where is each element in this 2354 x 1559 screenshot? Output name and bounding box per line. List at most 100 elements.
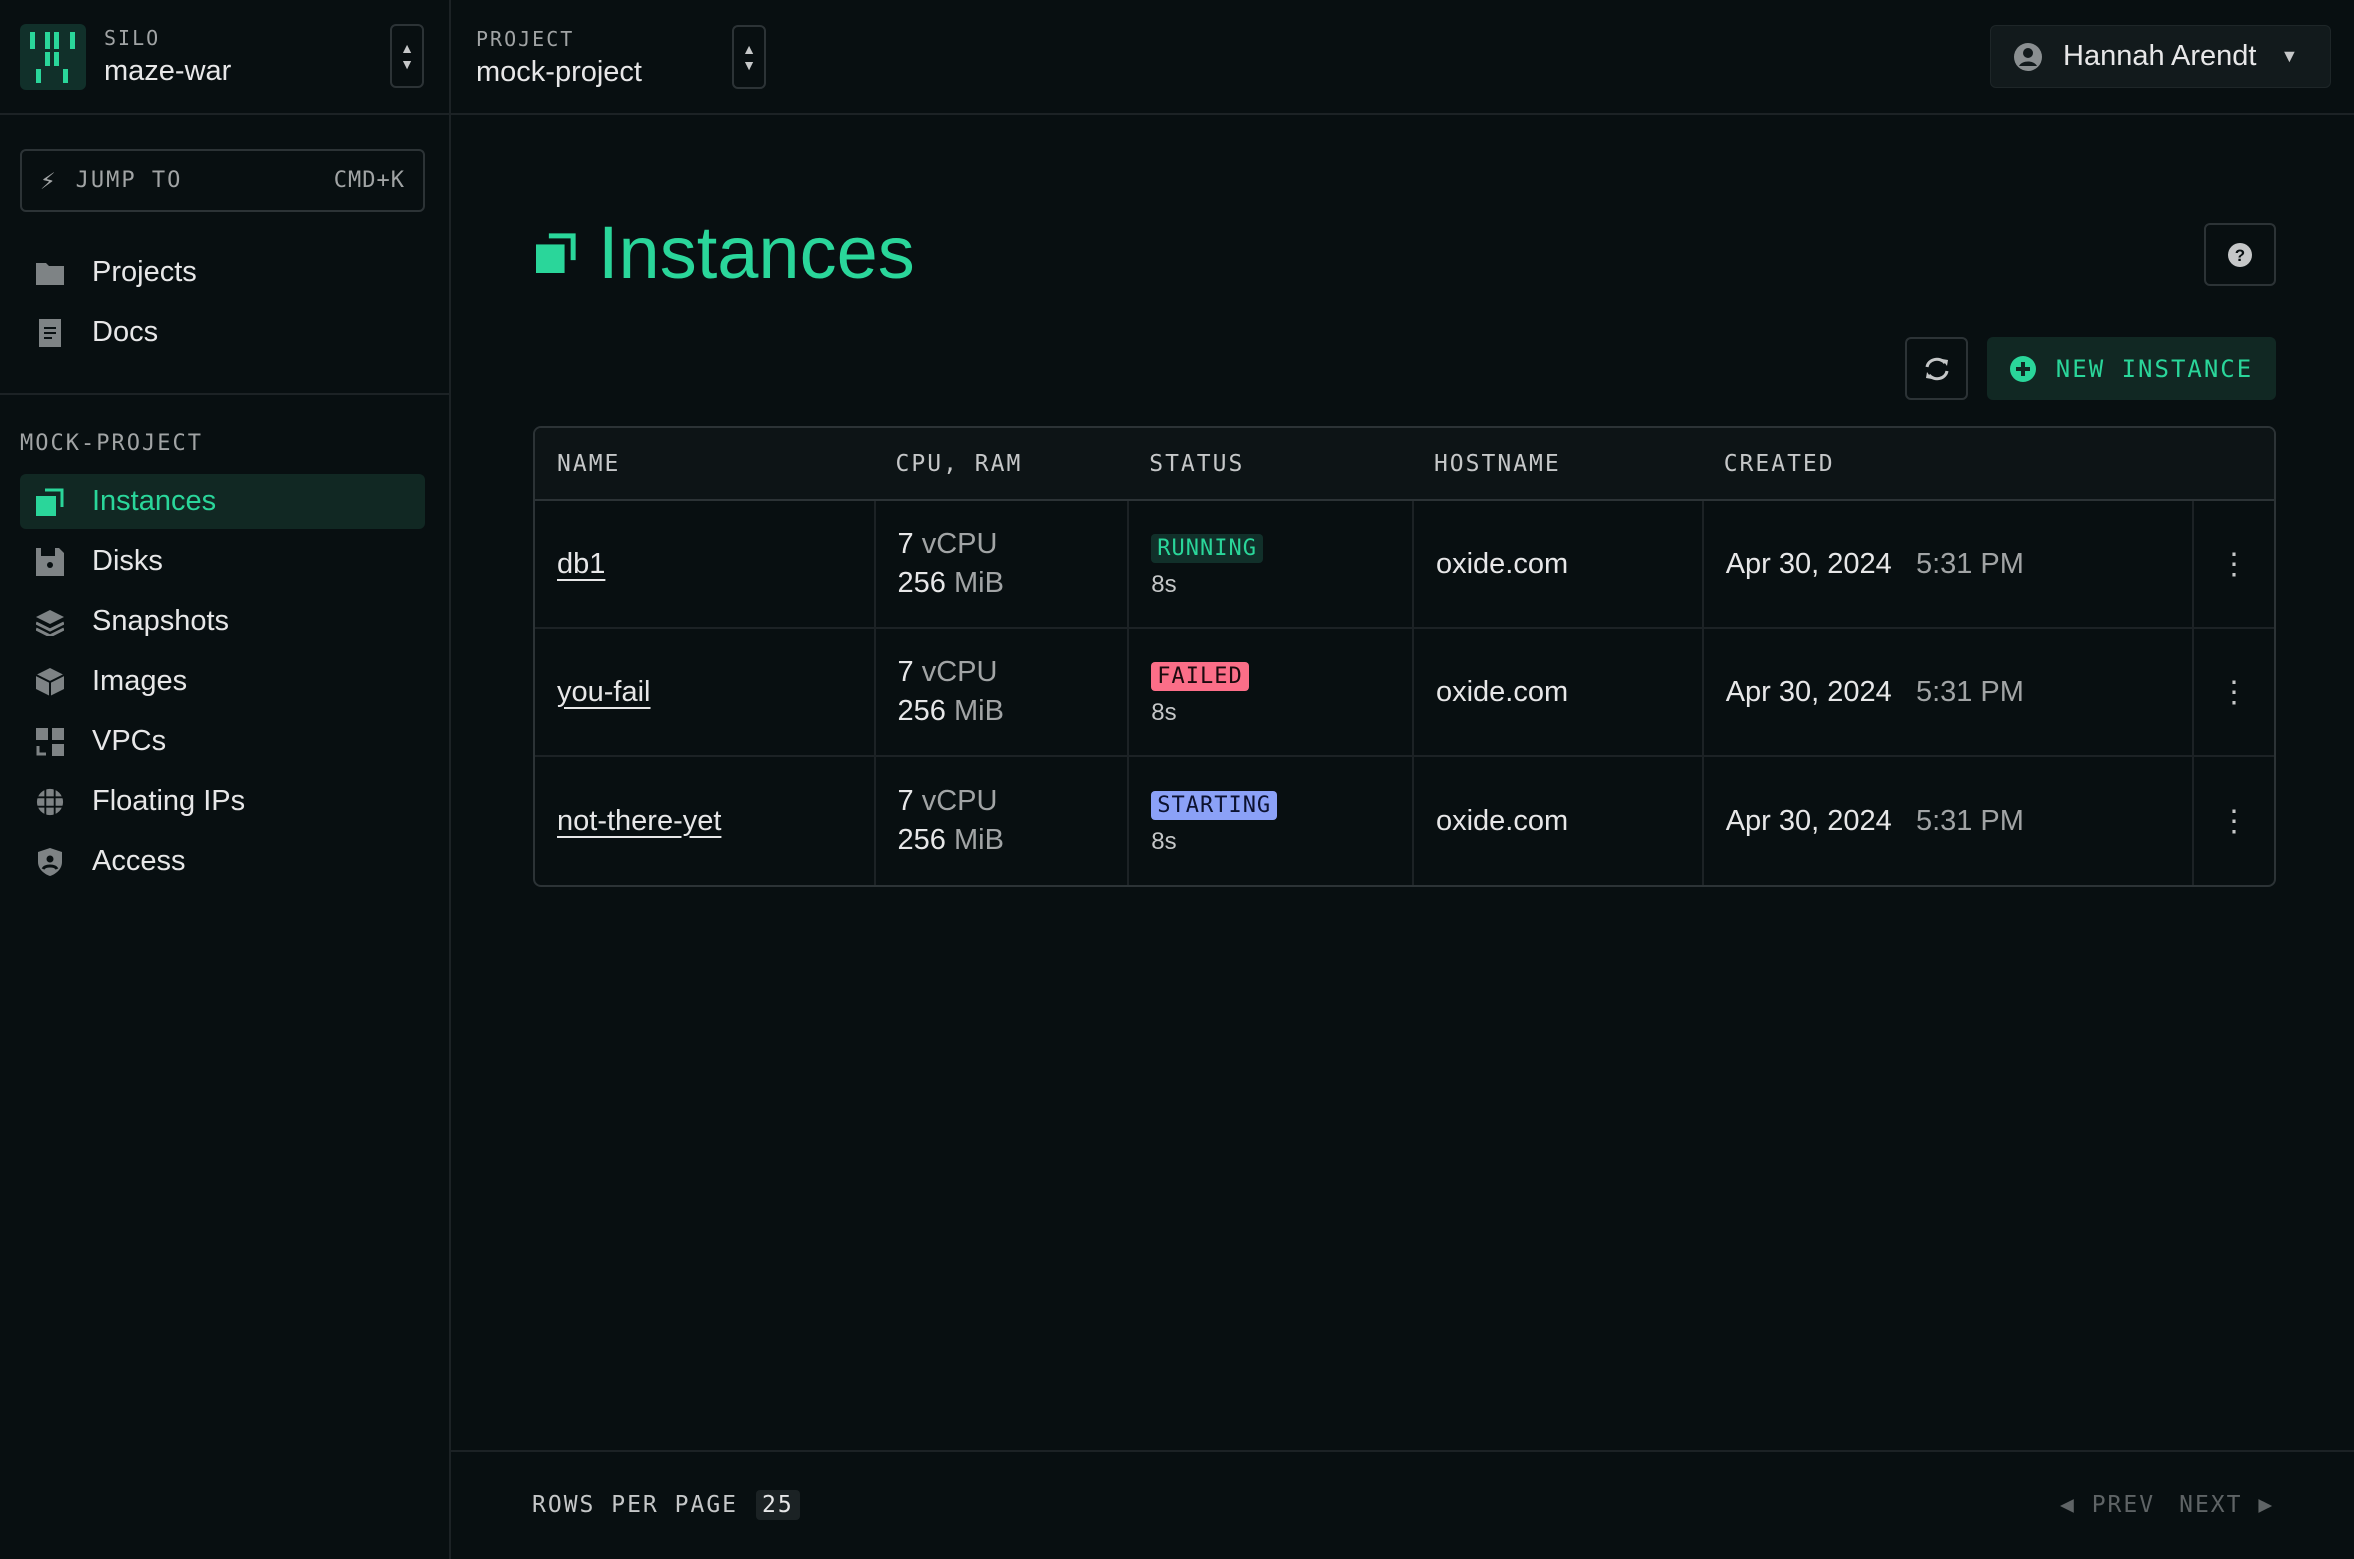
silo-label: SILO (104, 26, 161, 50)
cell-cpu-ram: 7 vCPU 256 MiB (873, 501, 1128, 629)
chevron-up-icon: ▲ (742, 41, 756, 57)
sidebar-item-label: Snapshots (92, 605, 230, 637)
instance-link[interactable]: not-there-yet (557, 804, 722, 837)
plus-circle-icon (2009, 355, 2036, 382)
arrow-right-icon: ▶ (2242, 1492, 2275, 1518)
section-label: MOCK-PROJECT (20, 431, 203, 456)
table-row: db1 7 vCPU 256 MiB RUNNING 8s oxide.com Ap… (535, 501, 2274, 629)
page-header: Instances (536, 210, 915, 295)
cpu-unit: vCPU (921, 785, 998, 817)
sidebar-item-disks[interactable]: Disks (20, 534, 425, 589)
column-header-hostname[interactable]: HOSTNAME (1411, 428, 1702, 501)
new-instance-button[interactable]: NEW INSTANCE (1987, 337, 2276, 400)
help-icon: ? (2227, 242, 2253, 268)
row-actions-button[interactable]: ⋮ (2192, 501, 2274, 629)
new-instance-label: NEW INSTANCE (2055, 354, 2254, 383)
project-switch-button[interactable]: ▲ ▼ (732, 25, 766, 89)
top-bar: PROJECT mock-project ▲ ▼ (451, 0, 2354, 115)
next-page-button[interactable]: NEXT ▶ (2179, 1492, 2274, 1518)
ram-amount: 256 (897, 695, 946, 727)
refresh-icon (1923, 356, 1951, 382)
cell-name: not-there-yet (535, 757, 874, 885)
instances-table: NAME CPU, RAM STATUS HOSTNAME CREATED db… (533, 426, 2276, 887)
status-badge: FAILED (1151, 661, 1249, 691)
ram-unit: MiB (953, 824, 1004, 856)
cell-hostname: oxide.com (1411, 501, 1702, 629)
sidebar-item-label: Docs (92, 316, 159, 348)
column-header-status[interactable]: STATUS (1127, 428, 1412, 501)
sidebar-item-label: Instances (92, 485, 217, 517)
sidebar-item-label: Access (92, 845, 186, 877)
disk-icon (36, 547, 64, 576)
instances-icon (536, 232, 576, 273)
sidebar-item-snapshots[interactable]: Snapshots (20, 594, 425, 649)
jump-to-label: JUMP TO (75, 168, 183, 193)
silo-picker[interactable]: SILO maze-war ▲ ▼ (0, 0, 451, 115)
sidebar-item-instances[interactable]: Instances (20, 474, 425, 529)
column-header-actions (2192, 428, 2274, 501)
cell-cpu-ram: 7 vCPU 256 MiB (873, 629, 1128, 757)
help-button[interactable]: ? (2204, 223, 2276, 286)
rows-per-page-label: ROWS PER PAGE (532, 1492, 739, 1518)
status-badge: RUNNING (1151, 533, 1263, 563)
status-age: 8s (1151, 827, 1177, 855)
table-row: not-there-yet 7 vCPU 256 MiB STARTING 8s o… (535, 757, 2274, 885)
created-date: Apr 30, 2024 (1725, 675, 1892, 708)
column-header-name[interactable]: NAME (535, 428, 874, 501)
refresh-button[interactable] (1905, 337, 1968, 400)
cpu-unit: vCPU (921, 528, 998, 560)
cell-status: STARTING 8s (1127, 757, 1412, 885)
created-time: 5:31 PM (1915, 547, 2024, 580)
status-badge: STARTING (1151, 790, 1278, 820)
silo-logo (20, 24, 86, 90)
table-row: you-fail 7 vCPU 256 MiB FAILED 8s oxide.co… (535, 629, 2274, 757)
chevron-down-icon: ▼ (742, 57, 756, 73)
project-name: mock-project (476, 56, 642, 88)
globe-icon (36, 788, 64, 816)
column-header-cpu-ram[interactable]: CPU, RAM (873, 428, 1128, 501)
instance-link[interactable]: you-fail (557, 675, 651, 708)
sidebar-item-access[interactable]: Access (20, 834, 425, 889)
sidebar-item-docs[interactable]: Docs (20, 305, 425, 360)
ram-unit: MiB (953, 695, 1004, 727)
footer-divider (451, 1450, 2354, 1452)
page-title: Instances (598, 211, 915, 294)
lightning-icon: ⚡ (40, 165, 58, 196)
jump-to-button[interactable]: ⚡ JUMP TO CMD+K (20, 149, 425, 212)
cell-cpu-ram: 7 vCPU 256 MiB (873, 757, 1128, 885)
ram-unit: MiB (953, 567, 1004, 599)
cpu-count: 7 (897, 528, 914, 560)
more-vertical-icon: ⋮ (2219, 804, 2250, 838)
prev-label: PREV (2091, 1492, 2156, 1518)
user-menu-button[interactable]: Hannah Arendt ▼ (1990, 25, 2331, 88)
caret-down-icon: ▼ (2280, 46, 2299, 66)
column-header-created[interactable]: CREATED (1701, 428, 2193, 501)
vpc-icon (36, 727, 64, 756)
chevron-up-icon: ▲ (400, 40, 414, 56)
sidebar-item-floating-ips[interactable]: Floating IPs (20, 774, 425, 829)
rows-per-page: ROWS PER PAGE 25 (532, 1490, 800, 1520)
row-actions-button[interactable]: ⋮ (2192, 629, 2274, 757)
sidebar-item-projects[interactable]: Projects (20, 245, 425, 300)
project-label: PROJECT (476, 27, 575, 51)
row-actions-button[interactable]: ⋮ (2192, 757, 2274, 885)
status-age: 8s (1151, 570, 1177, 598)
images-icon (36, 667, 64, 696)
prev-page-button[interactable]: ◀ PREV (2060, 1492, 2155, 1518)
silo-switch-button[interactable]: ▲ ▼ (390, 24, 424, 88)
sidebar-item-images[interactable]: Images (20, 654, 425, 709)
snapshots-icon (36, 608, 64, 636)
instance-link[interactable]: db1 (557, 547, 606, 580)
table-header-row: NAME CPU, RAM STATUS HOSTNAME CREATED (535, 428, 2274, 501)
user-avatar-icon (2013, 42, 2043, 72)
sidebar-item-label: VPCs (92, 725, 167, 757)
sidebar-item-label: Disks (92, 545, 163, 577)
sidebar-item-vpcs[interactable]: VPCs (20, 714, 425, 769)
rows-per-page-select[interactable]: 25 (756, 1490, 800, 1520)
cell-status: RUNNING 8s (1127, 501, 1412, 629)
shield-icon (36, 847, 64, 876)
cpu-count: 7 (897, 656, 914, 688)
cell-status: FAILED 8s (1127, 629, 1412, 757)
jump-shortcut: CMD+K (333, 168, 405, 193)
document-icon (36, 318, 64, 347)
